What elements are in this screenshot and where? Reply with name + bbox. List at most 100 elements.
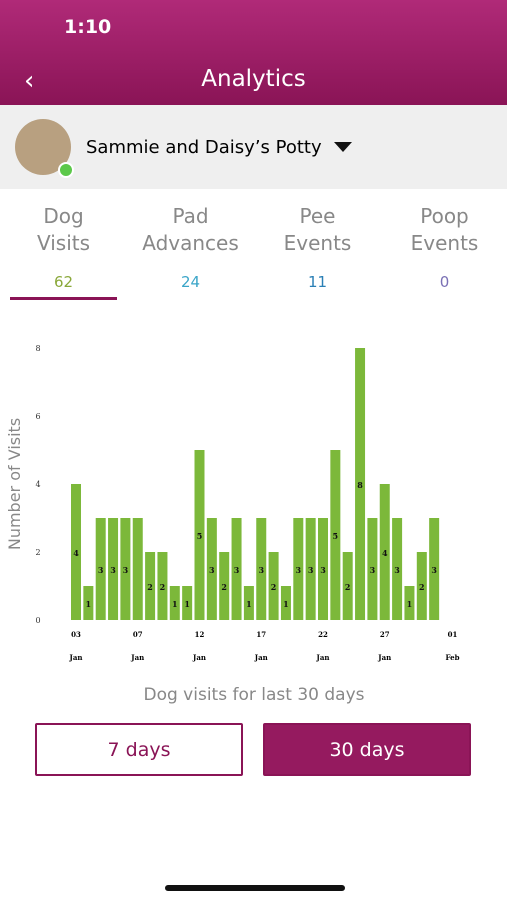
- value-label: 1: [86, 599, 92, 609]
- x-tick-label: 17: [256, 630, 266, 639]
- range-button[interactable]: 7 days: [35, 723, 243, 776]
- time: 1:10: [64, 16, 112, 38]
- bar: [429, 518, 440, 620]
- value-label: 3: [258, 565, 264, 575]
- tab-label: Dog: [43, 204, 84, 228]
- bar: [108, 518, 119, 620]
- x-tick-label: 27: [380, 630, 390, 639]
- value-label: 2: [221, 582, 227, 592]
- value-label: 3: [234, 565, 240, 575]
- value-label: 3: [296, 565, 302, 575]
- range-button[interactable]: 30 days: [263, 723, 471, 776]
- tab-label: Visits: [36, 231, 91, 255]
- bar: [71, 484, 81, 620]
- y-tick-label: 2: [35, 548, 40, 557]
- button-label: 7 days: [107, 738, 171, 761]
- bar: [256, 518, 267, 620]
- device-name[interactable]: Sammie and Daisy’s Potty: [86, 137, 322, 158]
- device-bar[interactable]: [0, 105, 507, 189]
- value-label: 4: [382, 548, 388, 558]
- value-label: 3: [320, 565, 326, 575]
- y-tick-label: 6: [35, 412, 40, 421]
- value-label: 4: [73, 548, 79, 558]
- header: 1:10 ‹ Analytics: [0, 0, 507, 105]
- y-tick-label: 0: [35, 616, 40, 625]
- dropdown-icon[interactable]: [334, 142, 352, 152]
- bar: [83, 586, 94, 620]
- x-tick-label: Feb: [446, 653, 460, 662]
- value-label: 3: [431, 565, 437, 575]
- x-tick-label: Jan: [69, 653, 83, 662]
- value-label: 3: [98, 565, 104, 575]
- x-tick-label: Jan: [192, 653, 206, 662]
- bar: [318, 518, 328, 620]
- value-label: 1: [246, 599, 252, 609]
- y-tick-label: 8: [35, 344, 40, 353]
- tab[interactable]: Pee Events 11: [254, 203, 381, 296]
- tab-label: Events: [283, 231, 352, 255]
- bar: [145, 552, 156, 620]
- tab-label: Pad: [172, 204, 209, 228]
- bar: [231, 518, 242, 620]
- bar: [219, 552, 230, 620]
- bar: [379, 484, 390, 620]
- bar: [404, 586, 415, 620]
- bar: [120, 518, 131, 620]
- value-label: 1: [172, 599, 178, 609]
- tab-label: Events: [410, 231, 479, 255]
- x-tick-label: 03: [71, 630, 81, 639]
- title: Analytics: [201, 66, 306, 92]
- button-label: 30 days: [329, 738, 405, 761]
- bar: [169, 586, 180, 620]
- bar: [95, 518, 106, 620]
- y-axis-label: Number of Visits: [5, 418, 24, 550]
- bar: [416, 552, 427, 620]
- value-label: 3: [110, 565, 116, 575]
- x-tick-label: 07: [133, 630, 143, 639]
- tab-label: Poop: [420, 204, 469, 228]
- value-label: 1: [407, 599, 413, 609]
- value-label: 8: [357, 480, 363, 490]
- home-indicator: [165, 885, 345, 891]
- bar: [367, 518, 378, 620]
- bar: [182, 586, 193, 620]
- bar: [330, 450, 341, 620]
- value-label: 1: [184, 599, 190, 609]
- x-tick-label: 01: [448, 630, 458, 639]
- tab-count: 11: [307, 273, 328, 291]
- value-label: 3: [209, 565, 215, 575]
- value-label: 2: [345, 582, 351, 592]
- tab-underline: [10, 297, 117, 300]
- value-label: 5: [333, 531, 339, 541]
- tab[interactable]: Dog Visits 62: [0, 203, 127, 296]
- back-button[interactable]: ‹: [24, 66, 35, 96]
- bar: [132, 518, 143, 620]
- x-tick-label: Jan: [254, 653, 268, 662]
- bar: [157, 552, 168, 620]
- bar: [243, 586, 254, 620]
- y-tick-label: 4: [35, 480, 40, 489]
- tab[interactable]: Pad Advances 24: [127, 203, 254, 296]
- chart-caption: Dog visits for last 30 days: [144, 685, 365, 705]
- tab[interactable]: Poop Events 0: [381, 203, 507, 296]
- value-label: 3: [308, 565, 314, 575]
- value-label: 2: [419, 582, 425, 592]
- value-label: 2: [147, 582, 153, 592]
- x-tick-label: Jan: [377, 653, 391, 662]
- bar: [206, 518, 217, 620]
- bar: [268, 552, 279, 620]
- value-label: 2: [160, 582, 166, 592]
- tab-label: Advances: [142, 231, 239, 255]
- x-tick-label: 12: [195, 630, 205, 639]
- x-tick-label: Jan: [316, 653, 330, 662]
- value-label: 3: [123, 565, 129, 575]
- value-label: 3: [370, 565, 376, 575]
- bar: [355, 348, 366, 620]
- bar: [392, 518, 403, 620]
- x-tick-label: 22: [318, 630, 328, 639]
- tab-count: 0: [439, 273, 450, 291]
- bar: [342, 552, 353, 620]
- bar: [280, 586, 291, 620]
